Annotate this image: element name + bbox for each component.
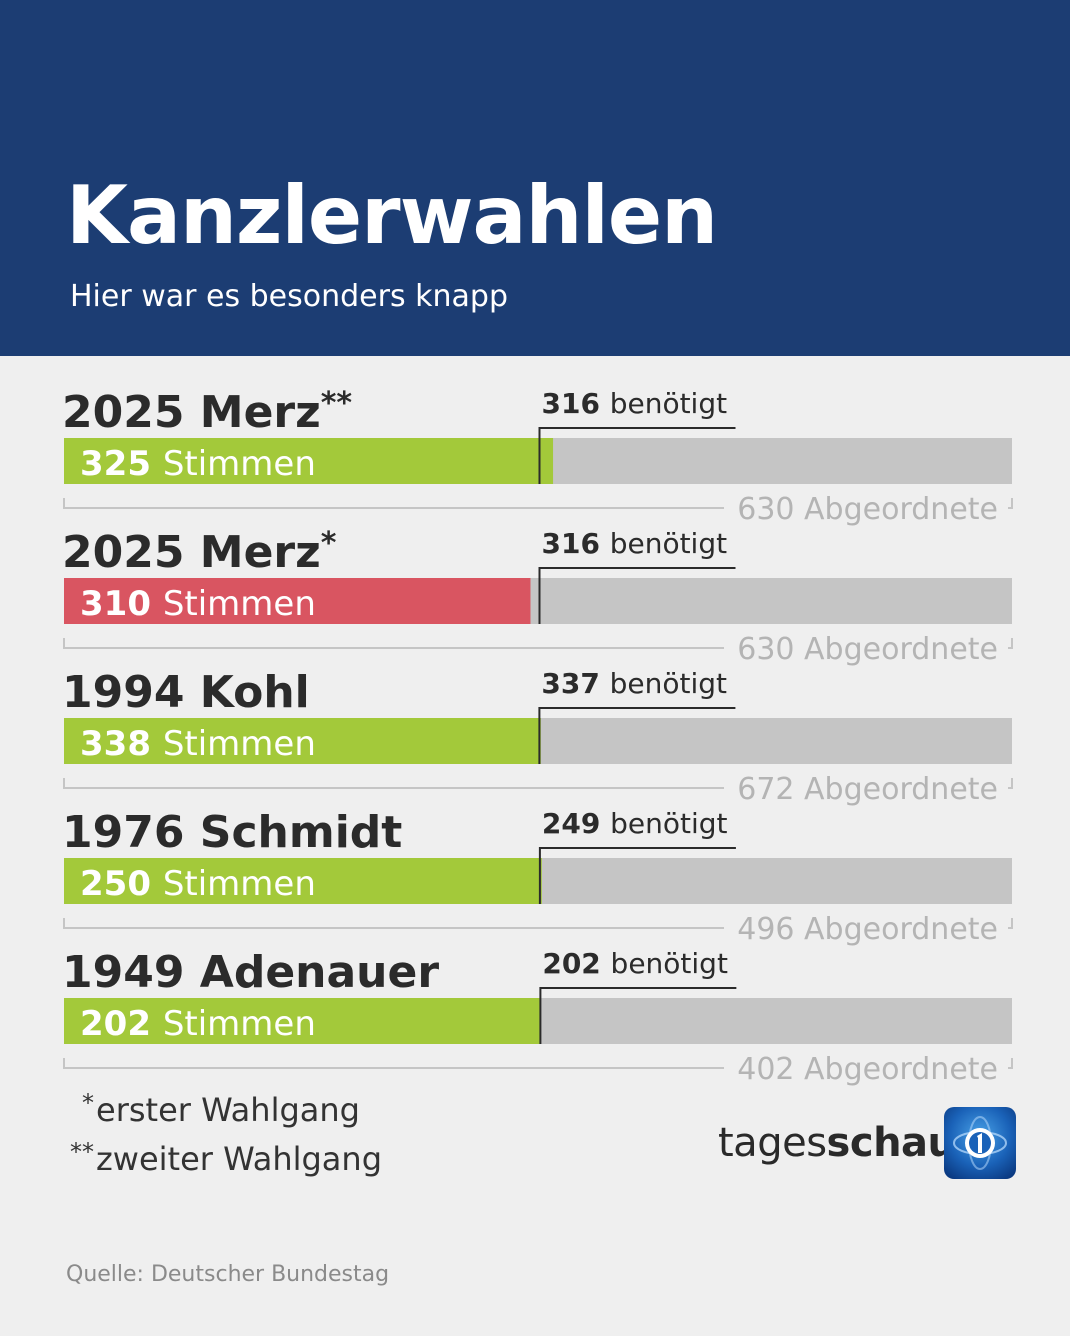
total-label: 630 Abgeordnete bbox=[737, 492, 998, 527]
footnote-text: zweiter Wahlgang bbox=[96, 1140, 382, 1178]
row-label: 1976 Schmidt bbox=[62, 807, 402, 858]
needed-marker bbox=[538, 707, 736, 764]
vote-bar bbox=[64, 578, 531, 624]
page-title: Kanzlerwahlen bbox=[66, 169, 718, 262]
total-label: 672 Abgeordnete bbox=[737, 772, 998, 807]
needed-marker bbox=[538, 847, 736, 904]
row-label: 1994 Kohl bbox=[62, 667, 310, 718]
page-subtitle: Hier war es besonders knapp bbox=[70, 279, 508, 314]
row-label: 1949 Adenauer bbox=[62, 947, 439, 998]
tagesschau-wordmark: tagesschau bbox=[718, 1120, 956, 1166]
row-label: 2025 Merz* bbox=[62, 526, 337, 578]
vote-label: 325 Stimmen bbox=[80, 444, 316, 484]
vote-label: 338 Stimmen bbox=[80, 724, 316, 764]
total-bracket-left bbox=[63, 918, 724, 929]
total-bracket-right bbox=[1008, 778, 1013, 789]
total-label: 402 Abgeordnete bbox=[737, 1052, 998, 1087]
vote-label: 310 Stimmen bbox=[80, 584, 316, 624]
total-bracket-left bbox=[63, 1058, 724, 1069]
needed-label: 337 benötigt bbox=[541, 667, 727, 700]
vote-bar bbox=[64, 438, 554, 484]
total-bracket-right bbox=[1008, 638, 1013, 649]
source-note: Quelle: Deutscher Bundestag bbox=[66, 1262, 390, 1287]
total-label: 496 Abgeordnete bbox=[737, 912, 998, 947]
footnote-mark: ** bbox=[70, 1138, 94, 1166]
needed-label: 316 benötigt bbox=[542, 387, 728, 420]
vote-bar bbox=[64, 858, 542, 904]
needed-label: 202 benötigt bbox=[542, 947, 728, 980]
chart: 2025 Merz** 325 Stimmen 316 benötigt 630 Ab… bbox=[62, 386, 1013, 1087]
ard-one-globe-icon bbox=[944, 1107, 1016, 1179]
footnotes: *erster Wahlgang **zweiter Wahlgang bbox=[64, 1082, 382, 1180]
vote-bar bbox=[64, 718, 541, 764]
row-label: 2025 Merz** bbox=[62, 386, 352, 438]
needed-marker bbox=[538, 427, 736, 484]
header-banner: Kanzlerwahlen Hier war es besonders knap… bbox=[0, 0, 1070, 356]
total-bracket-left bbox=[63, 778, 724, 789]
needed-marker bbox=[538, 567, 736, 624]
total-bracket-right bbox=[1008, 498, 1013, 509]
brand-part2: schau bbox=[826, 1120, 956, 1166]
footnote-first-ballot: *erster Wahlgang bbox=[64, 1082, 382, 1131]
needed-label: 249 benötigt bbox=[542, 807, 728, 840]
needed-label: 316 benötigt bbox=[542, 527, 728, 560]
total-bracket-right bbox=[1008, 918, 1013, 929]
needed-marker bbox=[539, 987, 737, 1044]
vote-label: 202 Stimmen bbox=[80, 1004, 316, 1044]
total-label: 630 Abgeordnete bbox=[737, 632, 998, 667]
footnote-text: erster Wahlgang bbox=[96, 1091, 360, 1129]
total-bracket-left bbox=[63, 498, 724, 509]
footnote-second-ballot: **zweiter Wahlgang bbox=[64, 1131, 382, 1180]
footnote-mark: * bbox=[82, 1089, 94, 1117]
brand-part1: tages bbox=[718, 1120, 827, 1166]
vote-bar bbox=[64, 998, 541, 1044]
total-bracket-left bbox=[63, 638, 724, 649]
vote-label: 250 Stimmen bbox=[80, 864, 316, 904]
total-bracket-right bbox=[1008, 1058, 1013, 1069]
